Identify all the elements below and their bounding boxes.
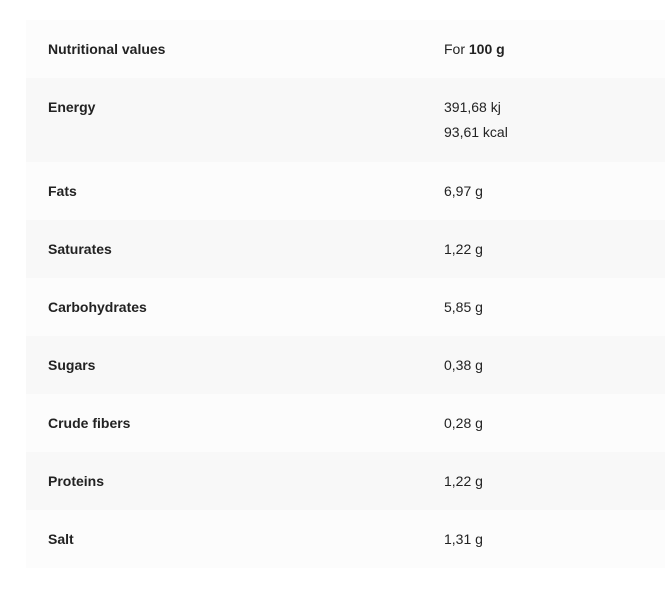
nutrient-value: 6,97 g <box>444 183 483 199</box>
table-row: Salt 1,31 g <box>26 510 665 568</box>
nutrient-name: Saturates <box>48 241 112 257</box>
nutrient-value: 1,22 g <box>444 241 483 257</box>
nutrient-value: 1,31 g <box>444 531 483 547</box>
nutrient-name: Carbohydrates <box>48 299 147 315</box>
nutrient-name: Fats <box>48 183 77 199</box>
header-per-amount: For 100 g <box>444 20 665 78</box>
energy-kcal: 93,61 kcal <box>444 124 508 140</box>
header-label: Nutritional values <box>48 41 166 57</box>
nutrient-value: 1,22 g <box>444 473 483 489</box>
table-row: Carbohydrates 5,85 g <box>26 278 665 336</box>
table-row: Energy 391,68 kj 93,61 kcal <box>26 78 665 162</box>
for-prefix: For <box>444 41 465 57</box>
nutrient-name: Sugars <box>48 357 96 373</box>
nutrient-name: Salt <box>48 531 74 547</box>
nutrient-name: Energy <box>48 99 96 115</box>
nutrient-name: Crude fibers <box>48 415 131 431</box>
table-row: Sugars 0,38 g <box>26 336 665 394</box>
table-row: Proteins 1,22 g <box>26 452 665 510</box>
table-row: Fats 6,97 g <box>26 162 665 220</box>
energy-kj: 391,68 kj <box>444 99 501 115</box>
nutrient-value: 0,28 g <box>444 415 483 431</box>
nutrient-name: Proteins <box>48 473 105 489</box>
nutrient-value: 391,68 kj 93,61 kcal <box>444 78 665 162</box>
table-row: Saturates 1,22 g <box>26 220 665 278</box>
nutrition-table: Nutritional values For 100 g Energy 391,… <box>26 20 665 568</box>
nutrient-value: 5,85 g <box>444 299 483 315</box>
header-row: Nutritional values For 100 g <box>26 20 665 78</box>
for-amount: 100 g <box>468 41 505 57</box>
nutrient-value: 0,38 g <box>444 357 483 373</box>
table-row: Crude fibers 0,28 g <box>26 394 665 452</box>
